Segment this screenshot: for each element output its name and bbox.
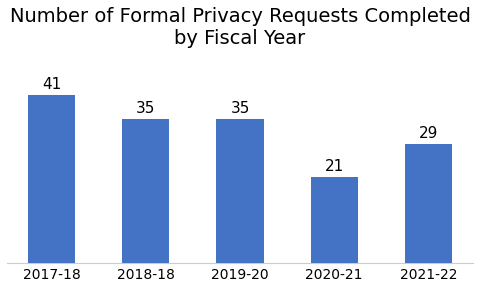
Text: 41: 41 [42, 77, 61, 92]
Bar [28, 95, 75, 263]
Bar [122, 119, 169, 263]
Text: 35: 35 [136, 101, 156, 116]
Text: 29: 29 [419, 126, 438, 141]
Bar [405, 144, 452, 263]
Bar [216, 119, 264, 263]
Bar [311, 177, 358, 263]
Text: 35: 35 [230, 101, 250, 116]
Title: Number of Formal Privacy Requests Completed
by Fiscal Year: Number of Formal Privacy Requests Comple… [10, 7, 470, 48]
Text: 21: 21 [324, 159, 344, 174]
